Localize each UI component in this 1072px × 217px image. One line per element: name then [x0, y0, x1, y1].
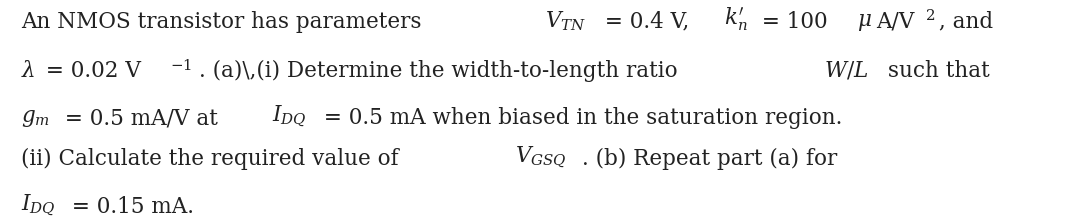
Text: $k_{n}^{\prime}$: $k_{n}^{\prime}$ [724, 5, 748, 33]
Text: $^{2}$: $^{2}$ [925, 11, 936, 33]
Text: , and: , and [939, 11, 993, 33]
Text: $I_{DQ}$: $I_{DQ}$ [272, 104, 308, 129]
Text: . (b) Repeat part (a) for: . (b) Repeat part (a) for [582, 148, 837, 171]
Text: (ii) Calculate the required value of: (ii) Calculate the required value of [20, 148, 405, 171]
Text: $\mu$: $\mu$ [857, 11, 872, 33]
Text: = 0.4 V,: = 0.4 V, [598, 11, 696, 33]
Text: . (a)\,(i) Determine the width-to-length ratio: . (a)\,(i) Determine the width-to-length… [199, 60, 685, 82]
Text: $g_{m}$: $g_{m}$ [20, 107, 49, 129]
Text: $^{-1}$: $^{-1}$ [170, 60, 193, 82]
Text: A/V: A/V [876, 11, 914, 33]
Text: = 0.5 mA when biased in the saturation region.: = 0.5 mA when biased in the saturation r… [317, 107, 843, 129]
Text: $V_{TN}$: $V_{TN}$ [545, 9, 586, 33]
Text: = 0.02 V: = 0.02 V [40, 60, 142, 82]
Text: = 0.15 mA.: = 0.15 mA. [65, 196, 194, 217]
Text: $W/L$: $W/L$ [824, 60, 868, 82]
Text: = 0.5 mA/V at: = 0.5 mA/V at [58, 107, 225, 129]
Text: such that: such that [881, 60, 989, 82]
Text: An NMOS transistor has parameters: An NMOS transistor has parameters [20, 11, 428, 33]
Text: $\lambda$: $\lambda$ [20, 60, 35, 82]
Text: = 100: = 100 [755, 11, 834, 33]
Text: $V_{GSQ}$: $V_{GSQ}$ [516, 145, 567, 171]
Text: $I_{DQ}$: $I_{DQ}$ [20, 192, 56, 217]
